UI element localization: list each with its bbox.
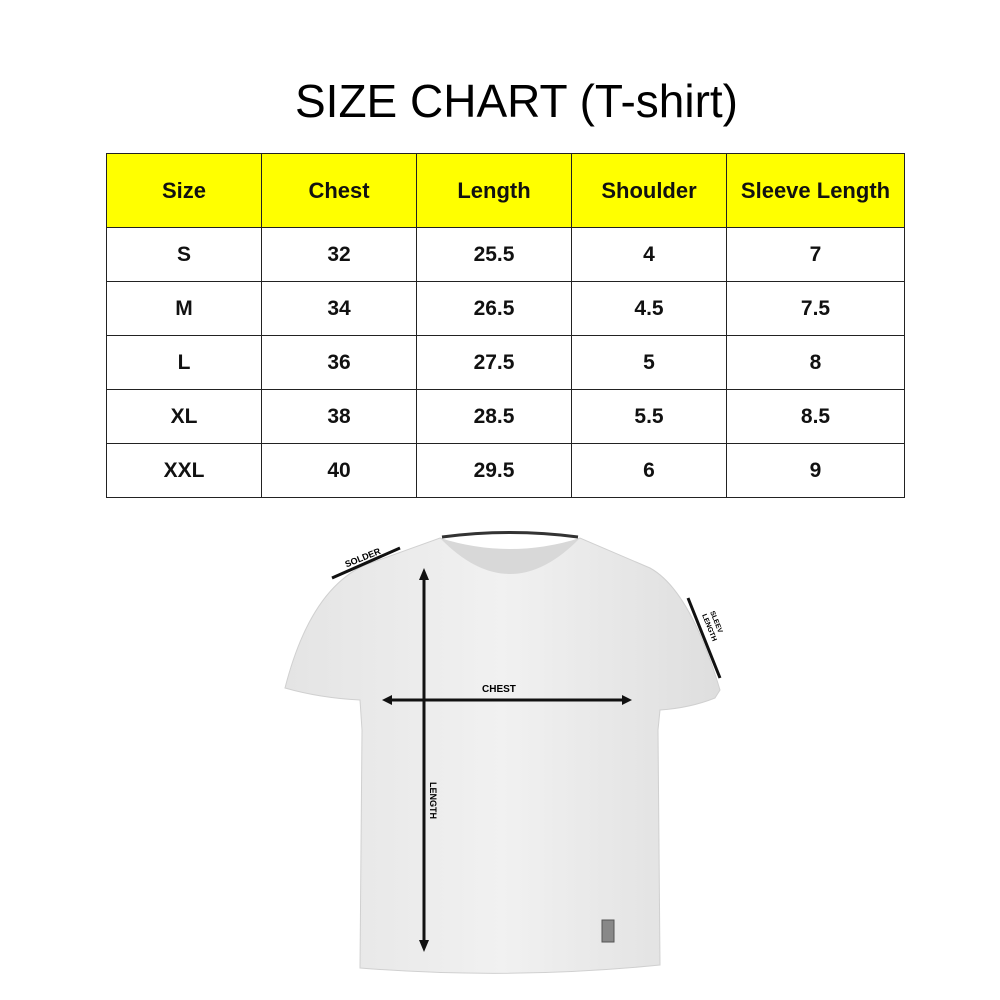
cell-size: M [106, 281, 262, 336]
header-shoulder: Shoulder [571, 153, 727, 228]
cell-size: XXL [106, 443, 262, 498]
shoulder-measure-line [331, 546, 401, 580]
cell-size: L [106, 335, 262, 390]
cell-length: 26.5 [416, 281, 572, 336]
cell-sleeve-length: 7 [726, 227, 905, 282]
table-row: XL 38 28.5 5.5 8.5 [106, 389, 905, 444]
cell-sleeve-length: 8.5 [726, 389, 905, 444]
cell-size: XL [106, 389, 262, 444]
table-row: S 32 25.5 4 7 [106, 227, 905, 282]
cell-chest: 32 [261, 227, 417, 282]
cell-chest: 40 [261, 443, 417, 498]
tshirt-body [284, 537, 721, 974]
table-header-row: Size Chest Length Shoulder Sleeve Length [106, 153, 905, 228]
tshirt-neck [440, 538, 580, 574]
tshirt-diagram: SOLDER SLEEV LENGTH CHEST LENGTH [284, 531, 723, 974]
cell-chest: 34 [261, 281, 417, 336]
chest-label: CHEST [482, 684, 516, 695]
header-size: Size [106, 153, 262, 228]
header-sleeve-length: Sleeve Length [726, 153, 905, 228]
cell-length: 25.5 [416, 227, 572, 282]
cell-shoulder: 4 [571, 227, 727, 282]
length-label: LENGTH [428, 782, 438, 819]
table-row: M 34 26.5 4.5 7.5 [106, 281, 905, 336]
header-chest: Chest [261, 153, 417, 228]
cell-chest: 38 [261, 389, 417, 444]
table-row: XXL 40 29.5 6 9 [106, 443, 905, 498]
cell-shoulder: 4.5 [571, 281, 727, 336]
sleeve-measure-line [686, 597, 722, 679]
cell-shoulder: 5.5 [571, 389, 727, 444]
cell-shoulder: 6 [571, 443, 727, 498]
cell-sleeve-length: 8 [726, 335, 905, 390]
cell-sleeve-length: 7.5 [726, 281, 905, 336]
page-title: SIZE CHART (T-shirt) [295, 75, 738, 127]
cell-length: 28.5 [416, 389, 572, 444]
cell-sleeve-length: 9 [726, 443, 905, 498]
table-row: L 36 27.5 5 8 [106, 335, 905, 390]
header-length: Length [416, 153, 572, 228]
cell-shoulder: 5 [571, 335, 727, 390]
cell-length: 27.5 [416, 335, 572, 390]
size-chart-table: Size Chest Length Shoulder Sleeve Length… [106, 153, 905, 498]
cell-size: S [106, 227, 262, 282]
cell-length: 29.5 [416, 443, 572, 498]
brand-tag-icon [601, 919, 615, 943]
cell-chest: 36 [261, 335, 417, 390]
